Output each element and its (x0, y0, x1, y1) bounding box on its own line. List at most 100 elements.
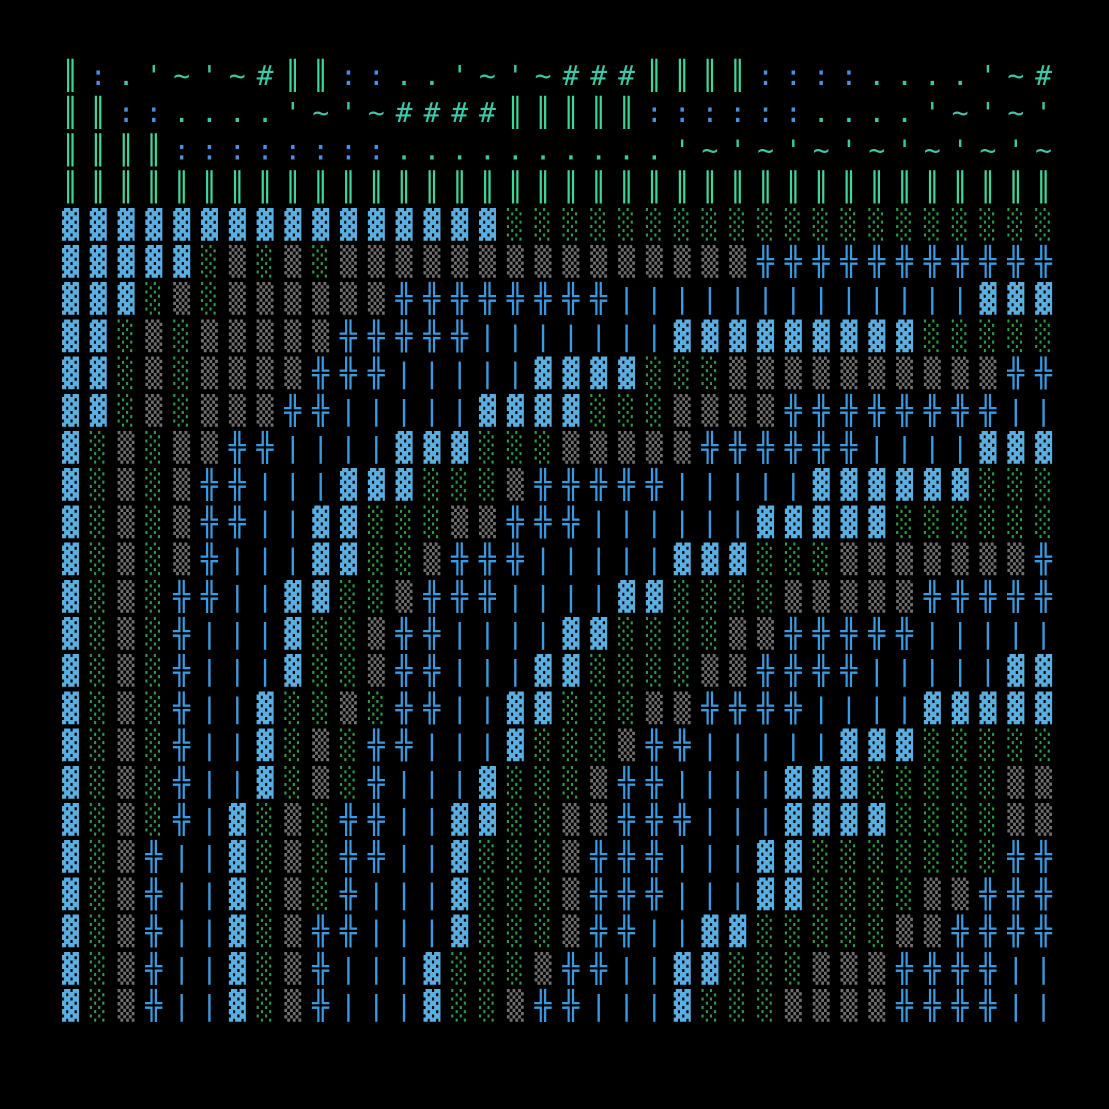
glyph-run: ╬╬ (1006, 839, 1053, 874)
glyph-run: ░ (90, 840, 107, 873)
glyph-run: ░ (145, 468, 162, 501)
glyph-run: ░ (368, 691, 385, 724)
glyph-run: ▒ (173, 504, 190, 538)
ascii-line: ║: .'~'~# ║║:: ..'~'~### ║║║║:::: ....'~# (62, 58, 1052, 92)
glyph-run: ░░░ (701, 989, 773, 1022)
glyph-run: ░ (284, 728, 301, 761)
glyph-run: ╬|| (172, 690, 245, 725)
glyph-run: ▓ (229, 803, 246, 836)
glyph-run: ╬| (172, 802, 218, 837)
glyph-run: ▓▓ (562, 617, 607, 650)
glyph-run: ╬╬╬||||| (450, 541, 662, 576)
glyph-run: ░░ (312, 617, 357, 650)
glyph-run: ░░░░░░░ (813, 840, 997, 873)
glyph-run: ╬||| (200, 541, 301, 576)
glyph-run: ▒▒▒▒▒ (562, 430, 690, 464)
glyph-run: ▒▒▒▒ (201, 355, 301, 389)
glyph-run: ▒ (562, 913, 579, 947)
glyph-run: ░ (90, 468, 107, 501)
glyph-run: ╬╬╬╬╬||||| (534, 467, 802, 502)
glyph-run: ░ (90, 617, 107, 650)
glyph-run: ╬╬╬||| (589, 876, 746, 911)
glyph-run: ░░░░░ (924, 728, 1052, 761)
glyph-run: ▒▒▒▒ (785, 988, 885, 1022)
glyph-run: ▓ (229, 989, 246, 1022)
glyph-run: ..........'~'~'~'~'~'~'~ (396, 133, 1052, 166)
glyph-run: ▒ (118, 541, 135, 575)
glyph-run: ░░ (284, 691, 329, 724)
glyph-run: ║ (62, 58, 79, 92)
glyph-run: ░░░ (729, 951, 801, 984)
ascii-line: ▓ ░ ▒ ╬|| ▓ ░ ▒ ╬||| ▓ ░░░ ▒ ╬╬|| ▓▓ ░░░ ▒▒▒ ╬╬╬╬|| (62, 950, 1052, 985)
glyph-run: ░ (201, 282, 218, 315)
glyph-run: ▓ (62, 617, 79, 650)
glyph-run: ░ (145, 691, 162, 724)
glyph-run: ░ (145, 654, 162, 687)
glyph-run: ░░░ (479, 877, 551, 910)
glyph-run: :: (118, 96, 163, 129)
glyph-run: ╬|| (144, 876, 217, 911)
glyph-run: ▓ (62, 728, 79, 761)
glyph-run: ╬╬ (1006, 355, 1053, 390)
glyph-run: ░ (90, 765, 107, 798)
glyph-run: ╬||| (172, 653, 273, 688)
glyph-run: ░ (90, 691, 107, 724)
glyph-run: ░░░░ (674, 579, 774, 612)
glyph-run: ╬|| (144, 839, 217, 874)
glyph-run: ╬╬|| (589, 913, 690, 948)
glyph-run: ▒▒▒▒▒▒▒ (841, 541, 1025, 575)
glyph-run: ╬╬|| (395, 690, 496, 725)
ascii-line: ▓ ░ ▒ ░ ▒ ╬╬|| ▓▓ ░░░ ▒▒ ╬╬╬|||||| ▓▓▓▓▓ ░░░░░░ (62, 504, 1052, 539)
glyph-run: ▓ (284, 654, 301, 687)
glyph-run: ░ (90, 579, 107, 612)
glyph-run: ▓▓▓ (980, 282, 1053, 315)
glyph-run: ░ (257, 951, 274, 984)
glyph-run: ░ (145, 579, 162, 612)
glyph-run: ▒▒▒▒▒ (201, 318, 329, 352)
glyph-run: ▒ (312, 764, 329, 798)
glyph-run: ▓▓▓▓▓▓ (813, 468, 969, 501)
glyph-run: ▒ (145, 355, 162, 389)
glyph-run: ║║║║ (62, 132, 162, 166)
glyph-run: ░ (90, 989, 107, 1022)
glyph-run: ░░░░░ (924, 319, 1052, 352)
ascii-line: ▓▓ ░ ▒ ░ ▒▒▒▒ ╬╬╬||||| ▓▓▓▓ ░░░ ▒▒▒▒▒▒▒▒▒▒ ╬╬ (62, 355, 1053, 390)
glyph-run: ▓ (62, 840, 79, 873)
ascii-line: ▓ ░ ▒ ░ ╬|| ▓ ░░ ▒ ░ ╬╬|| ▓▓ ░░░ ▒▒ ╬╬╬╬|||| ▓▓▓▓▓ (62, 690, 1052, 725)
glyph-run: ╬|| (144, 988, 217, 1023)
glyph-run: ▒ (118, 764, 135, 798)
glyph-run: ▓ (62, 542, 79, 575)
glyph-run: ▒ (535, 950, 552, 984)
glyph-run: ║║║║║ (507, 95, 635, 129)
glyph-run: ▓▓ (757, 877, 802, 910)
glyph-run: ▒ (284, 802, 301, 836)
glyph-run: ▒▒ (701, 653, 746, 687)
glyph-run: ╬╬╬╬|| (895, 988, 1052, 1023)
glyph-run: ╬||| (172, 616, 273, 651)
glyph-run: ░░░ (479, 431, 551, 464)
glyph-run: ╬╬╬╬╬||||||| (339, 318, 663, 353)
glyph-run: ░ (90, 654, 107, 687)
ascii-line: ▓ ░ ▒ ░ ▒ ╬╬||| ▓▓▓ ░░░ ▒ ╬╬╬╬╬||||| ▓▓▓▓▓▓ ░░░ (62, 467, 1052, 502)
glyph-run: ▒ (312, 727, 329, 761)
glyph-run: ▒ (173, 541, 190, 575)
glyph-run: ░░░ (451, 951, 523, 984)
glyph-run: ▒▒▒ (813, 950, 886, 984)
glyph-run: ░ (257, 914, 274, 947)
glyph-run: ╬╬╬|||||| (506, 504, 746, 539)
glyph-run: ╬╬|||| (617, 764, 774, 799)
glyph-run: ║║ (284, 58, 329, 92)
glyph-run: ╬╬╬╬╬ (923, 578, 1053, 613)
glyph-run: ░░ (340, 579, 385, 612)
glyph-run: ▒ (284, 244, 301, 278)
glyph-run: ▒ (284, 988, 301, 1022)
glyph-run: ▒ (507, 988, 524, 1022)
glyph-run: ░ (257, 245, 274, 278)
glyph-run: ▓ (229, 951, 246, 984)
glyph-run: ╬╬||| (367, 727, 496, 762)
glyph-run: ▒ (118, 690, 135, 724)
glyph-run: ░░░ (980, 468, 1052, 501)
glyph-run: ▒ (118, 727, 135, 761)
glyph-run: ▒▒▒ (201, 392, 274, 426)
